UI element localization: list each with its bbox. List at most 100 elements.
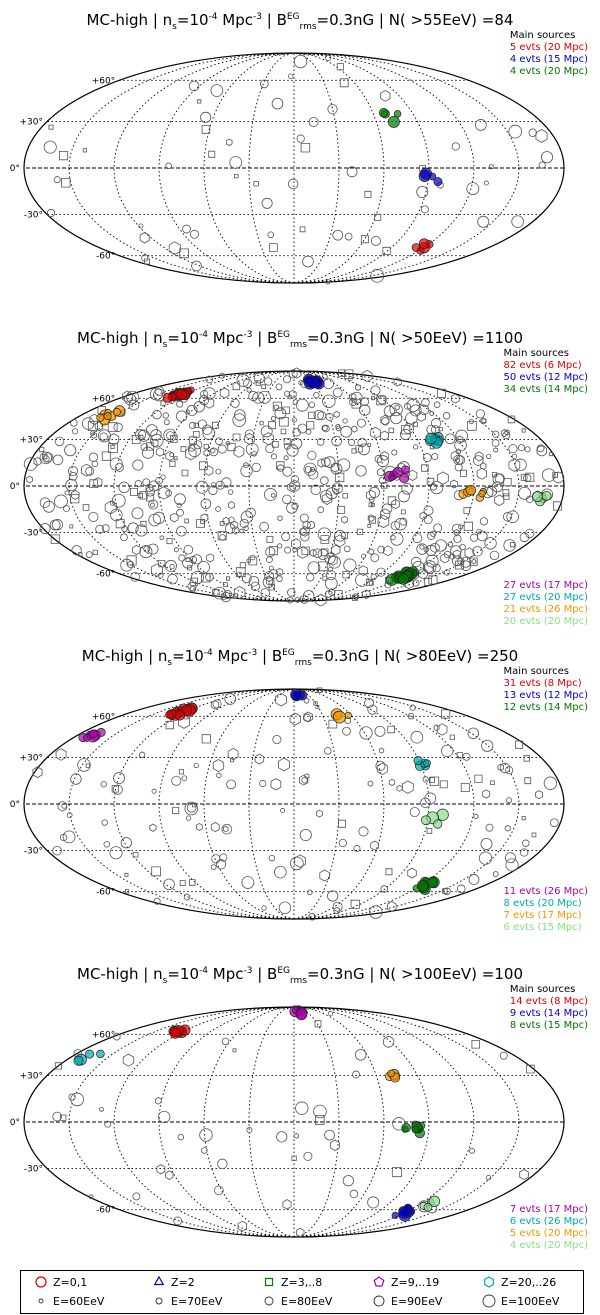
event-marker: [508, 444, 518, 454]
event-marker: [284, 390, 291, 398]
longitude-gridline: [293, 1006, 385, 1238]
event-marker: [361, 369, 373, 383]
event-marker: [156, 1164, 166, 1175]
event-marker: [422, 560, 437, 574]
event-marker: [358, 826, 369, 837]
event-marker: [169, 435, 178, 443]
event-marker: [224, 693, 237, 705]
event-marker: [383, 405, 396, 417]
event-marker: [101, 819, 108, 826]
event-marker: [260, 425, 273, 438]
event-marker: [186, 404, 198, 416]
source-event-marker: [388, 474, 395, 482]
event-marker: [184, 801, 199, 816]
event-marker: [370, 553, 380, 563]
event-marker: [59, 150, 69, 161]
event-marker: [429, 776, 440, 787]
source-event-marker: [387, 115, 400, 128]
event-marker: [118, 481, 130, 494]
event-marker: [313, 1104, 327, 1119]
event-marker: [216, 772, 222, 779]
event-marker: [203, 387, 216, 400]
longitude-gridline: [293, 52, 385, 284]
event-marker: [298, 774, 309, 786]
event-marker: [490, 780, 495, 786]
energy-marker-icon: [155, 1297, 163, 1305]
event-marker: [391, 449, 398, 456]
event-marker: [243, 525, 249, 531]
event-marker: [231, 526, 240, 535]
event-marker: [486, 453, 492, 459]
event-marker: [100, 781, 107, 788]
source-entry: 4 evts (20 Mpc): [509, 1240, 588, 1251]
longitude-gridline: [293, 1006, 520, 1238]
event-marker: [521, 816, 526, 821]
event-marker: [197, 419, 208, 429]
longitude-gridline: [203, 52, 295, 284]
event-marker: [525, 472, 535, 482]
event-marker: [241, 876, 255, 889]
source-entry: 6 evts (26 Mpc): [509, 1216, 588, 1227]
energy-marker-icon: [373, 1295, 385, 1307]
event-marker: [504, 852, 516, 864]
event-marker: [300, 594, 309, 605]
lat-tick-label: -30°: [24, 210, 43, 220]
event-marker: [190, 229, 199, 239]
event-marker: [52, 1111, 62, 1122]
event-marker: [491, 439, 500, 447]
event-marker: [211, 589, 220, 597]
event-marker: [506, 510, 519, 524]
event-marker: [146, 493, 155, 502]
event-marker: [191, 260, 202, 272]
source-event-marker: [420, 167, 432, 180]
event-marker: [261, 384, 267, 390]
event-marker: [453, 534, 462, 543]
event-marker: [460, 782, 470, 793]
event-marker: [321, 492, 333, 505]
event-marker: [251, 451, 257, 457]
event-marker: [519, 1169, 529, 1181]
event-marker: [178, 554, 186, 562]
event-marker: [309, 549, 317, 557]
lat-tick-label: +60°: [92, 1030, 116, 1040]
event-marker: [305, 429, 312, 435]
source-event-marker: [378, 107, 389, 118]
event-marker: [466, 182, 480, 196]
event-marker: [282, 375, 292, 384]
event-marker: [23, 457, 38, 471]
event-marker: [287, 588, 296, 597]
event-marker: [328, 555, 341, 569]
event-marker: [380, 90, 391, 102]
event-marker: [531, 832, 537, 838]
event-marker: [268, 854, 276, 862]
event-marker: [239, 562, 246, 569]
event-marker: [220, 593, 227, 600]
lat-tick-label: 0°: [10, 482, 20, 492]
event-marker: [502, 512, 513, 522]
event-marker: [368, 502, 374, 508]
event-marker: [62, 505, 70, 512]
event-marker: [250, 581, 261, 591]
event-marker: [131, 507, 144, 520]
event-marker: [508, 124, 523, 139]
main-sources-header: Main sources: [509, 30, 576, 41]
longitude-gridline: [248, 1006, 295, 1238]
event-marker: [222, 582, 228, 587]
longitude-gridline: [203, 370, 295, 602]
event-marker: [99, 432, 108, 441]
event-marker: [323, 456, 336, 468]
event-marker: [482, 789, 491, 799]
event-marker: [268, 546, 278, 556]
event-marker: [269, 243, 278, 252]
event-marker: [322, 394, 336, 408]
event-marker: [148, 513, 161, 527]
event-marker: [430, 482, 438, 491]
event-marker: [154, 1096, 162, 1105]
event-marker: [313, 701, 318, 706]
event-marker: [552, 471, 565, 484]
source-event-marker: [403, 1203, 412, 1212]
event-marker: [127, 560, 135, 569]
event-marker: [134, 480, 143, 488]
event-marker: [328, 554, 338, 566]
sky-map-panel: MC-high | ns=10-4 Mpc-3 | BEGrms=0.3nG |…: [0, 954, 600, 1272]
